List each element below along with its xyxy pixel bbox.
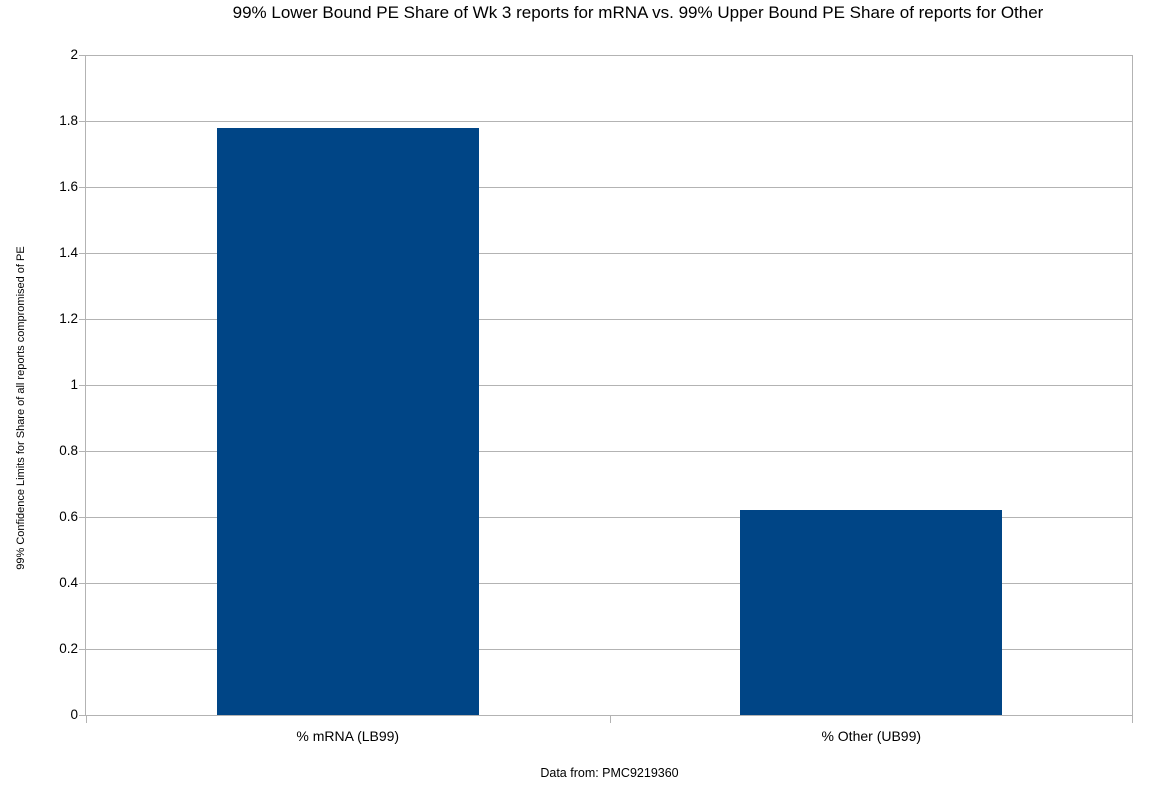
- y-tick-label: 1.8: [59, 113, 78, 128]
- gridline: [79, 319, 1133, 320]
- plot-area: [79, 55, 1133, 723]
- gridline: [79, 451, 1133, 452]
- gridline: [79, 715, 1133, 716]
- x-category-label: % mRNA (LB99): [296, 728, 400, 744]
- y-tick-label: 0: [70, 707, 78, 722]
- gridline: [79, 55, 1133, 56]
- y-tick-label: 0.2: [59, 641, 78, 656]
- y-tick-label: 0.6: [59, 509, 78, 524]
- gridline: [79, 187, 1133, 188]
- gridline: [79, 253, 1133, 254]
- y-tick-label: 0.8: [59, 443, 78, 458]
- bar-% mRNA (LB99): [216, 127, 479, 715]
- gridline: [79, 121, 1133, 122]
- gridline: [79, 649, 1133, 650]
- y-tick-label: 2: [70, 47, 78, 62]
- source-note: Data from: PMC9219360: [540, 766, 679, 780]
- y-tick-label: 0.4: [59, 575, 78, 590]
- y-tick-label: 1: [70, 377, 78, 392]
- y-tick-label: 1.6: [59, 179, 78, 194]
- gridline: [79, 517, 1133, 518]
- chart-title: 99% Lower Bound PE Share of Wk 3 reports…: [232, 3, 1044, 22]
- x-axis-tick: [609, 715, 611, 723]
- x-category-label: % Other (UB99): [821, 728, 922, 744]
- gridline: [79, 385, 1133, 386]
- x-axis-tick: [86, 715, 87, 723]
- x-axis-tick: [1132, 715, 1133, 723]
- y-tick-label: 1.4: [59, 245, 78, 260]
- y-tick-label: 1.2: [59, 311, 78, 326]
- bar-% Other (UB99): [740, 510, 1003, 715]
- gridline: [79, 583, 1133, 584]
